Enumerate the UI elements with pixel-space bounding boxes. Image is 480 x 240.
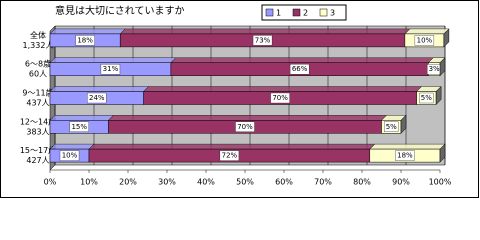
x-tick-label: 50%: [236, 178, 254, 187]
data-label-box: [75, 35, 95, 46]
data-label: 3%: [429, 65, 440, 73]
y-tick-label: 全体: [30, 30, 46, 40]
y-tick-label: 60人: [29, 70, 47, 79]
y-tick-label: 15～17歳: [20, 145, 56, 155]
data-label-box: [414, 35, 435, 46]
x-tick-label: 70%: [314, 178, 332, 187]
data-label: 73%: [255, 36, 271, 44]
data-label-box: [219, 150, 240, 161]
legend-label: 2: [303, 9, 308, 18]
legend-swatch: [319, 8, 328, 17]
y-tick-label: 6～8歳: [25, 59, 51, 69]
x-tick-label: 90%: [392, 178, 410, 187]
bar-top: [107, 115, 388, 121]
x-tick-label: 100%: [429, 178, 452, 187]
data-label: 72%: [222, 152, 238, 160]
bar-top: [49, 86, 150, 92]
data-label-box: [59, 150, 80, 161]
bar-top: [142, 86, 423, 92]
data-label: 10%: [417, 36, 433, 44]
x-tick-label: 60%: [275, 178, 293, 187]
bar-top: [49, 57, 177, 63]
bar-top: [170, 57, 434, 63]
bar-top: [404, 28, 450, 35]
bar-end: [439, 57, 446, 77]
y-tick-label: 437人: [26, 99, 49, 108]
legend-swatch: [292, 8, 301, 17]
x-tick-label: 0%: [44, 178, 57, 187]
y-tick-label: 12～14歳: [20, 116, 56, 126]
y-tick-label: 1,332人: [23, 41, 54, 50]
legend-swatch: [265, 8, 274, 17]
data-label: 10%: [62, 152, 78, 160]
data-label: 18%: [77, 36, 93, 44]
bar-top: [119, 28, 411, 35]
data-label-box: [419, 92, 434, 104]
data-label: 70%: [237, 123, 253, 131]
bar-end: [400, 114, 407, 134]
bar-top: [49, 28, 126, 35]
bar-top: [369, 143, 446, 150]
legend-label: 1: [276, 9, 281, 18]
data-label: 15%: [71, 123, 87, 131]
bar-top: [49, 143, 95, 150]
data-label-box: [289, 64, 310, 75]
bar-end: [443, 28, 450, 48]
bar-top: [88, 143, 376, 150]
data-label: 5%: [421, 94, 432, 102]
data-label: 31%: [103, 65, 119, 73]
data-label-box: [395, 150, 415, 161]
x-tick-label: 80%: [353, 178, 371, 187]
bar-end: [439, 143, 446, 163]
chart: 意見は大切にされていますか 0% 10% 20% 30% 40% 50% 60% 70% 80%…: [0, 0, 479, 198]
data-label-box: [235, 121, 255, 132]
data-label-box: [252, 35, 273, 46]
data-label: 70%: [272, 94, 288, 102]
data-label-box: [69, 121, 89, 132]
x-tick-label: 20%: [119, 178, 137, 187]
y-tick-label: 383人: [26, 127, 49, 136]
x-tick-label: 10%: [80, 178, 98, 187]
y-tick-label: 9～11歳: [22, 88, 53, 98]
data-label-box: [270, 92, 290, 104]
data-label: 5%: [386, 123, 397, 131]
bar-top: [49, 115, 115, 121]
data-label: 66%: [292, 65, 308, 73]
data-label-box: [87, 92, 107, 104]
data-label-box: [384, 121, 399, 132]
y-tick-label: 427人: [26, 156, 49, 165]
data-label-box: [100, 64, 121, 75]
chart-title: 意見は大切にされていますか: [55, 4, 185, 17]
x-tick-label: 40%: [197, 178, 215, 187]
data-label: 18%: [397, 152, 413, 160]
legend-label: 3: [330, 9, 335, 18]
data-label: 24%: [89, 94, 105, 102]
x-tick-label: 30%: [158, 178, 176, 187]
bar-end: [435, 85, 442, 106]
